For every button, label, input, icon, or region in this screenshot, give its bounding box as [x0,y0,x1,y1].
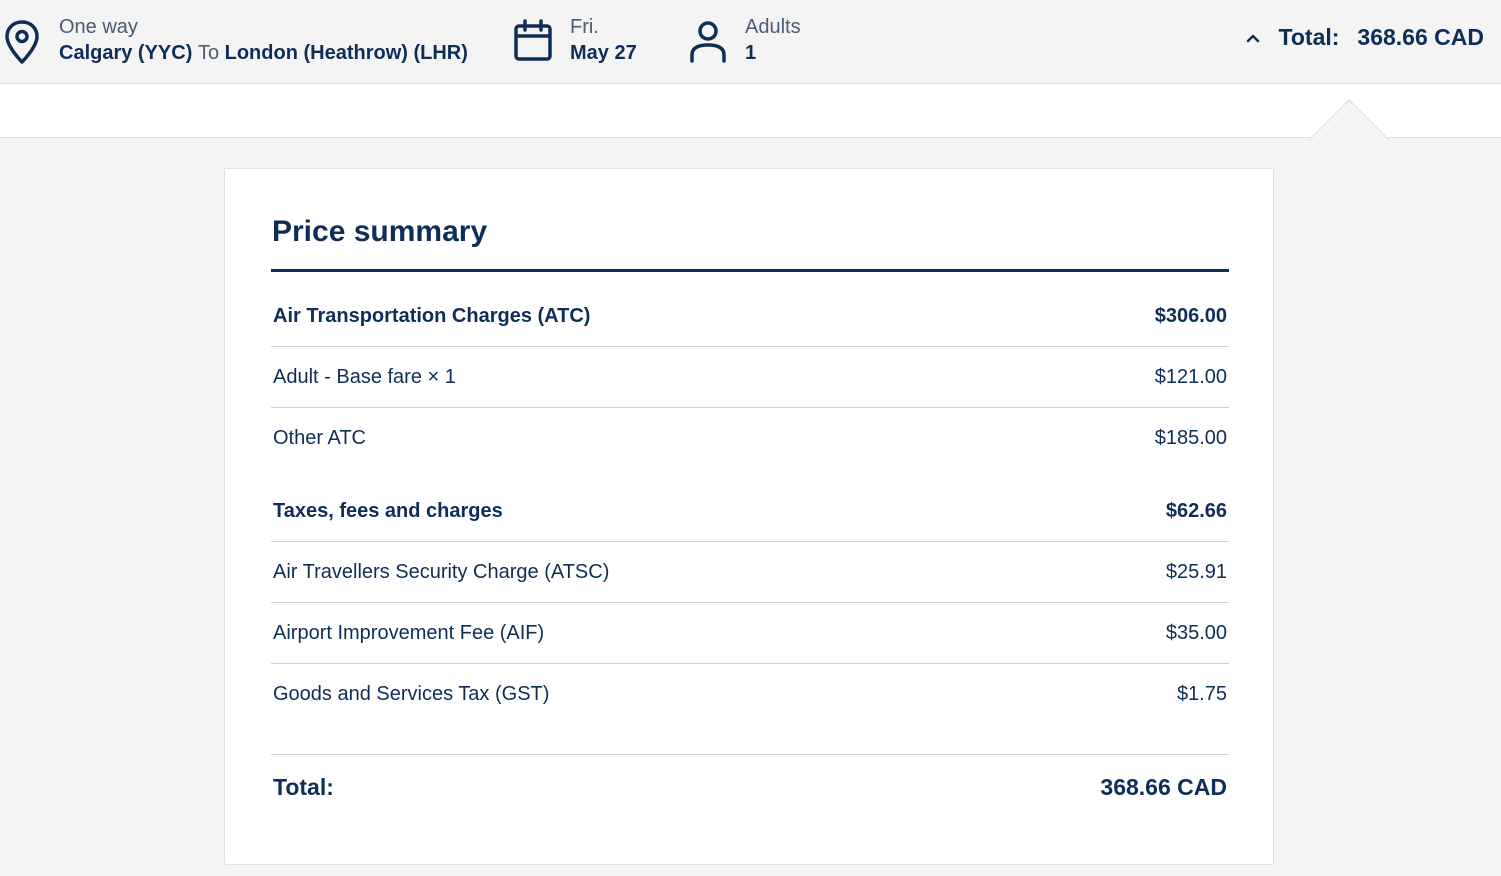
gst-label: Goods and Services Tax (GST) [273,683,550,705]
passenger-count: 1 [745,42,757,64]
taxes-row: Taxes, fees and charges $62.66 [271,481,1229,542]
calendar-icon [514,19,552,61]
atc-label: Air Transportation Charges (ATC) [273,304,591,327]
header-total-label: Total: [1278,24,1340,50]
panel-pointer [1308,99,1390,141]
price-summary-toggle[interactable]: Total: 368.66 CAD [1245,24,1484,51]
list-item: Other ATC $185.00 [271,408,1229,469]
destination-airport: London (Heathrow) (LHR) [224,42,468,64]
atsc-label: Air Travellers Security Charge (ATSC) [273,560,610,583]
atsc-amount: $25.91 [1165,560,1227,583]
atc-row: Air Transportation Charges (ATC) $306.00 [271,286,1229,347]
title-divider [271,269,1229,272]
list-item: Goods and Services Tax (GST) $1.75 [271,664,1229,725]
taxes-label: Taxes, fees and charges [273,499,503,522]
other-atc-amount: $185.00 [1154,427,1227,449]
location-pin-icon [5,20,39,64]
total-value: 368.66 CAD [1100,773,1227,800]
person-icon [690,21,726,63]
aif-amount: $35.00 [1165,621,1227,644]
route-text: Calgary (YYC) To London (Heathrow) (LHR) [59,40,468,66]
list-item: Airport Improvement Fee (AIF) $35.00 [271,603,1229,664]
list-item: Air Travellers Security Charge (ATSC) $2… [271,542,1229,603]
total-divider [271,754,1229,755]
header-total-value: 368.66 CAD [1357,24,1484,50]
page-title: Price summary [272,215,488,248]
atc-amount: $306.00 [1154,304,1227,327]
list-item: Adult - Base fare × 1 $121.00 [271,347,1229,408]
other-atc-label: Other ATC [273,427,366,449]
to-word: To [197,42,220,64]
passenger-type-label: Adults [745,16,801,38]
price-summary-card: Price summary Air Transportation Charges… [224,168,1274,865]
trip-type-label: One way [59,16,138,38]
taxes-amount: $62.66 [1165,499,1227,522]
summary-panel-band [0,84,1501,138]
trip-summary-bar: One way Calgary (YYC) To London (Heathro… [0,0,1501,84]
chevron-up-icon [1246,34,1259,42]
base-fare-amount: $121.00 [1154,365,1227,388]
date-value: May 27 [570,42,637,64]
origin-airport: Calgary (YYC) [59,42,193,64]
day-label: Fri. [570,16,599,38]
total-row: Total: 368.66 CAD [271,767,1229,807]
base-fare-label: Adult - Base fare × 1 [273,365,456,388]
aif-label: Airport Improvement Fee (AIF) [273,621,545,644]
gst-amount: $1.75 [1176,683,1227,705]
total-label: Total: [273,773,334,800]
